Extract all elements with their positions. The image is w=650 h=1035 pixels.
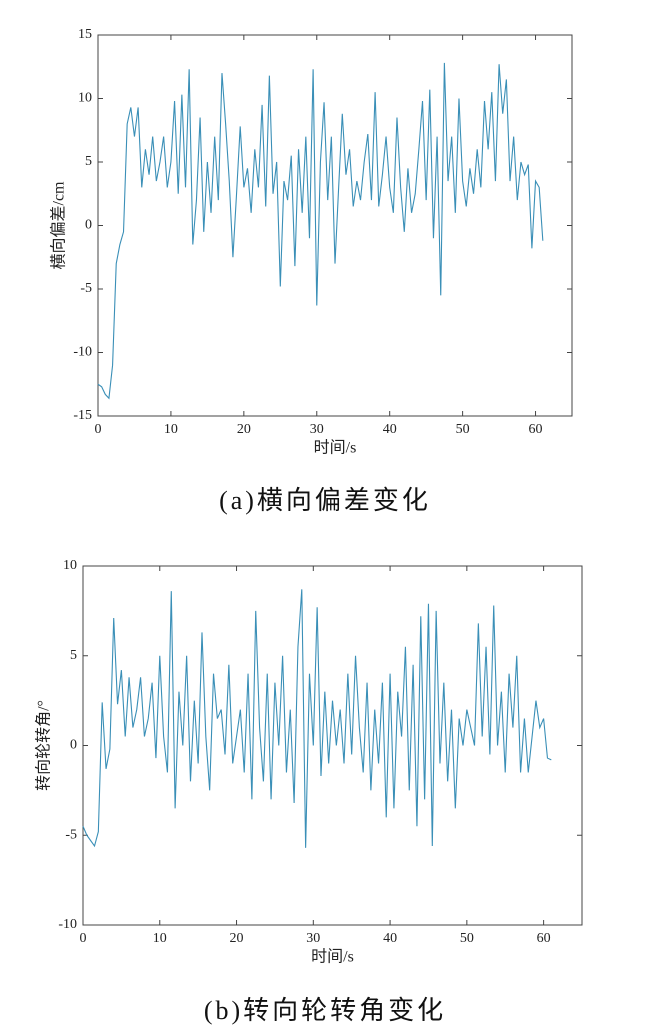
- data-line: [82, 589, 552, 848]
- x-tick-label: 60: [529, 422, 543, 437]
- y-tick-label: -10: [73, 345, 92, 360]
- y-tick-label: 5: [85, 154, 92, 169]
- y-tick-label: 15: [78, 27, 92, 42]
- x-tick-label: 10: [164, 422, 178, 437]
- y-axis-label: 横向偏差/cm: [50, 181, 68, 270]
- caption: (a)横向偏差变化: [219, 486, 431, 515]
- y-tick-label: -5: [80, 281, 92, 296]
- y-tick-label: 10: [63, 558, 77, 573]
- data-line: [97, 62, 544, 400]
- y-tick-label: -10: [58, 917, 77, 932]
- y-tick-label: 0: [85, 218, 92, 233]
- x-axis-label: 时间/s: [311, 948, 354, 966]
- caption: (b)转向轮转角变化: [204, 996, 446, 1025]
- x-axis-label: 时间/s: [314, 439, 357, 457]
- x-tick-label: 30: [310, 422, 324, 437]
- y-tick-label: 10: [78, 91, 92, 106]
- x-tick-label: 10: [153, 931, 167, 946]
- x-tick-label: 0: [80, 931, 87, 946]
- x-tick-label: 40: [383, 422, 397, 437]
- x-tick-label: 50: [456, 422, 470, 437]
- y-tick-label: 0: [70, 738, 77, 753]
- y-tick-label: -5: [65, 827, 77, 842]
- y-axis-label: 转向轮转角/°: [35, 700, 53, 791]
- x-tick-label: 40: [383, 931, 397, 946]
- x-tick-label: 20: [230, 931, 244, 946]
- plot-frame: [82, 565, 583, 926]
- x-tick-label: 50: [460, 931, 474, 946]
- y-tick-label: 5: [70, 648, 77, 663]
- x-tick-label: 30: [306, 931, 320, 946]
- y-tick-label: -15: [73, 408, 92, 423]
- x-tick-label: 20: [237, 422, 251, 437]
- x-tick-label: 60: [537, 931, 551, 946]
- x-tick-label: 0: [95, 422, 102, 437]
